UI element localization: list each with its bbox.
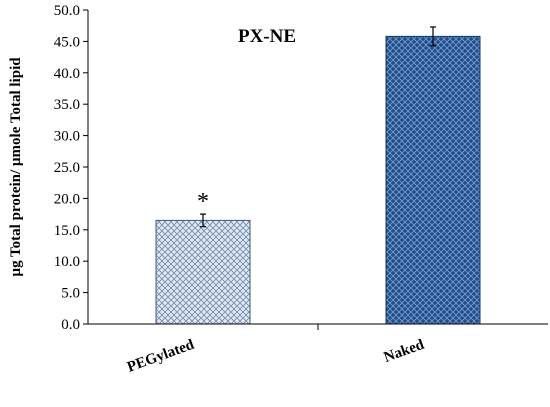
y-axis-ticks: 0.0 5.0 10.0 15.0 20.0 25.0 30.0 35.0 40.0 45.0 50… xyxy=(54,3,88,333)
y-tick-label: 0.0 xyxy=(61,317,80,333)
y-tick-label: 40.0 xyxy=(54,66,80,82)
bar-pegylated xyxy=(155,219,251,325)
significance-marker: * xyxy=(197,189,209,215)
y-tick-label: 50.0 xyxy=(54,3,80,19)
x-axis-categories: PEGylated Naked xyxy=(125,336,427,375)
y-tick-label: 25.0 xyxy=(54,160,80,176)
chart-title: PX-NE xyxy=(238,26,296,47)
y-tick-label: 35.0 xyxy=(54,97,80,113)
y-tick-label: 10.0 xyxy=(54,254,80,270)
y-tick-label: 30.0 xyxy=(54,129,80,145)
y-tick-label: 5.0 xyxy=(61,286,80,302)
y-axis-title: µg Total protein/ µmole Total lipid xyxy=(8,57,24,277)
x-category-label: Naked xyxy=(382,337,427,367)
y-tick-label: 45.0 xyxy=(54,34,80,50)
x-category-label: PEGylated xyxy=(125,336,197,375)
y-tick-label: 15.0 xyxy=(54,223,80,239)
y-tick-label: 20.0 xyxy=(54,191,80,207)
bar-naked xyxy=(385,35,481,325)
bars: * xyxy=(155,26,481,330)
